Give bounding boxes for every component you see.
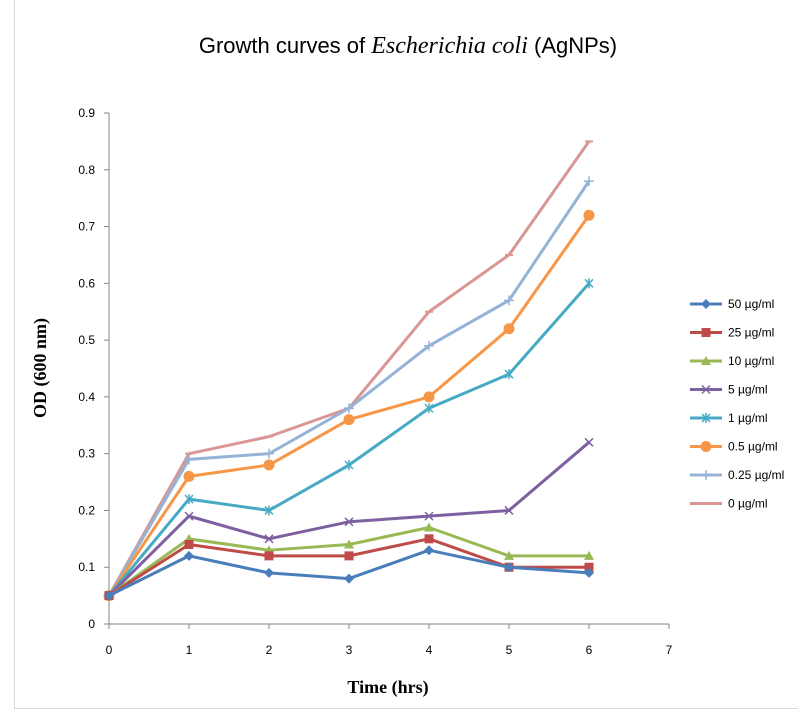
- data-point: [584, 278, 594, 289]
- legend-label: 10 µg/ml: [728, 354, 774, 368]
- legend-label: 25 µg/ml: [728, 326, 774, 340]
- x-tick-label: 7: [666, 643, 673, 657]
- data-point: [424, 522, 434, 532]
- data-point: [424, 340, 434, 351]
- data-point: [264, 534, 274, 544]
- data-point: [504, 550, 514, 560]
- y-tick-label: 0.3: [78, 447, 95, 461]
- x-tick-label: 5: [506, 643, 513, 657]
- legend-label: 0.25 µg/ml: [728, 468, 784, 482]
- data-point: [504, 369, 514, 380]
- y-tick-label: 0.6: [78, 276, 95, 290]
- data-point: [504, 562, 514, 573]
- y-tick-label: 0: [88, 617, 95, 631]
- y-tick-label: 0.9: [78, 106, 95, 120]
- data-point: [503, 323, 515, 335]
- data-point: [584, 562, 594, 572]
- legend-marker: [701, 470, 711, 480]
- y-axis-title: OD (600 nm): [30, 318, 51, 418]
- x-tick-label: 4: [426, 643, 433, 657]
- data-point: [184, 494, 194, 505]
- data-point: [264, 448, 274, 459]
- chart-title-suffix: (AgNPs): [534, 33, 617, 58]
- chart-title-prefix: Growth curves of: [199, 33, 371, 58]
- data-point: [424, 545, 434, 556]
- data-point: [184, 550, 194, 561]
- data-point: [343, 414, 355, 426]
- data-point: [344, 573, 354, 584]
- data-point: [344, 517, 354, 527]
- data-point: [184, 511, 194, 521]
- chart-frame: [14, 0, 798, 709]
- data-point: [423, 391, 435, 403]
- x-tick-label: 0: [106, 643, 113, 657]
- y-tick-label: 0.2: [78, 503, 95, 517]
- x-tick-label: 2: [266, 643, 273, 657]
- plot-area: 0 0.1 0.2 0.3 0.4 0.5 0.6 0.7 0.8 0.9 0 1 2 3 4 5 6 7: [78, 106, 672, 657]
- y-tick-label: 0.8: [78, 163, 95, 177]
- data-point: [584, 567, 594, 578]
- data-point: [424, 403, 434, 414]
- data-point: [424, 511, 434, 521]
- y-tick-label: 0.4: [78, 390, 95, 404]
- legend-marker: [700, 441, 712, 452]
- data-point: [183, 470, 195, 482]
- x-tick-label: 6: [586, 643, 593, 657]
- legend-marker: [701, 328, 711, 337]
- legend-label: 0.5 µg/ml: [728, 440, 778, 454]
- legend-marker: [701, 413, 711, 423]
- series-line: [107, 140, 591, 597]
- data-point: [264, 567, 274, 578]
- data-point: [504, 295, 514, 306]
- chart-title: Growth curves of Escherichia coli (AgNPs…: [199, 33, 617, 59]
- data-point: [344, 403, 354, 414]
- x-tick-label: 1: [186, 643, 193, 657]
- x-tick-label: 3: [346, 643, 353, 657]
- chart-title-italic: Escherichia coli: [370, 33, 528, 59]
- data-point: [263, 459, 275, 471]
- data-point: [584, 437, 594, 447]
- legend-label: 5 µg/ml: [728, 383, 768, 397]
- data-point: [184, 454, 194, 465]
- data-point: [583, 209, 595, 221]
- data-point: [344, 539, 354, 549]
- data-point: [264, 551, 274, 561]
- legend-marker: [701, 356, 711, 365]
- data-point: [344, 551, 354, 561]
- data-point: [344, 460, 354, 471]
- data-point: [584, 176, 594, 187]
- data-point: [104, 590, 114, 601]
- legend-label: 1 µg/ml: [728, 411, 768, 425]
- legend-marker: [701, 384, 711, 395]
- legend-label: 0 µg/ml: [728, 497, 768, 511]
- data-point: [424, 534, 434, 544]
- data-point: [504, 505, 514, 515]
- y-tick-label: 0.5: [78, 333, 95, 347]
- legend: 50 µg/ml 25 µg/ml 10 µg/ml 5 µg/ml 1 µg/ml 0.…: [690, 297, 784, 511]
- data-point: [584, 550, 594, 560]
- x-axis-title: Time (hrs): [347, 677, 428, 698]
- data-point: [184, 540, 194, 550]
- series-line: [108, 525, 589, 597]
- y-tick-label: 0.7: [78, 220, 95, 234]
- legend-marker: [701, 299, 711, 309]
- y-tick-label: 0.1: [78, 560, 95, 574]
- legend-label: 50 µg/ml: [728, 297, 774, 311]
- data-point: [264, 505, 274, 516]
